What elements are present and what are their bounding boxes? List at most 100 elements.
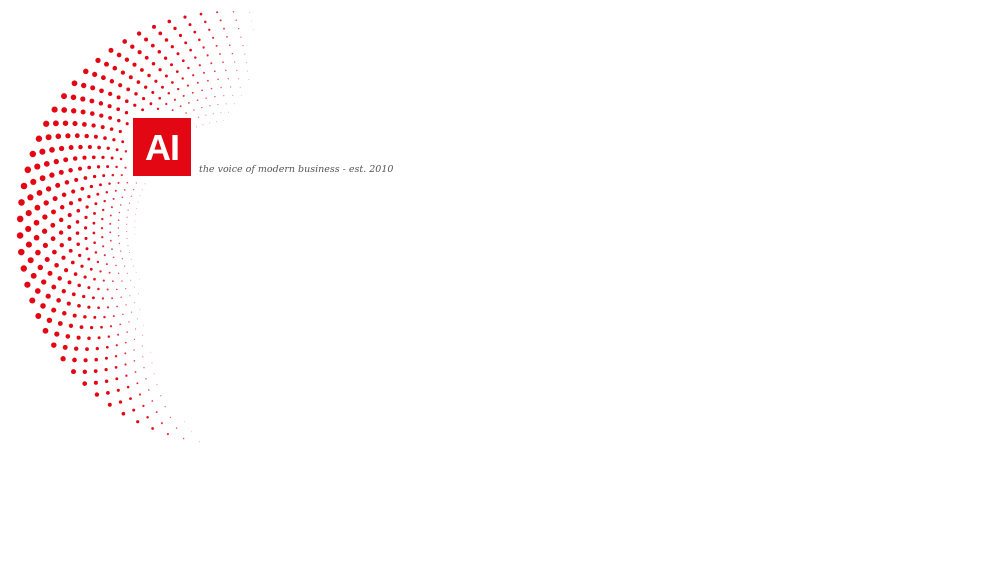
halftone-dot	[65, 334, 71, 339]
halftone-dot	[227, 78, 229, 80]
brand-tagline: the voice of modern business - est. 2010	[199, 164, 394, 175]
halftone-dot	[85, 205, 89, 209]
halftone-dot	[133, 360, 136, 362]
halftone-dot	[101, 297, 105, 300]
halftone-dot	[55, 133, 62, 140]
halftone-dot	[93, 134, 98, 139]
halftone-dot	[199, 12, 203, 16]
halftone-dot	[137, 293, 139, 295]
halftone-dot	[105, 263, 108, 266]
halftone-dot	[121, 411, 126, 416]
halftone-dot	[216, 121, 217, 123]
halftone-dot	[116, 95, 121, 100]
halftone-dot	[150, 351, 152, 353]
halftone-dot	[170, 63, 173, 67]
halftone-dot	[41, 279, 47, 285]
halftone-dot	[210, 62, 213, 65]
halftone-dot	[65, 133, 71, 139]
halftone-dot	[120, 296, 122, 299]
halftone-dot	[97, 336, 101, 340]
halftone-dot	[52, 196, 58, 202]
halftone-dot	[158, 96, 162, 100]
halftone-dot	[58, 169, 64, 175]
halftone-dot	[100, 125, 105, 130]
halftone-dot	[202, 124, 204, 126]
halftone-dot	[111, 297, 114, 300]
halftone-dot	[93, 315, 97, 319]
halftone-dot	[117, 219, 120, 221]
halftone-dot	[236, 69, 238, 72]
halftone-dot	[169, 416, 172, 419]
halftone-dot	[96, 165, 101, 169]
halftone-dot	[80, 109, 86, 115]
halftone-dot	[94, 251, 98, 254]
halftone-dot	[89, 325, 94, 330]
halftone-dot	[191, 91, 194, 94]
halftone-dot	[134, 92, 138, 96]
halftone-dot	[219, 19, 222, 22]
halftone-dot	[124, 57, 130, 62]
halftone-dot	[45, 186, 52, 192]
halftone-dot	[223, 95, 225, 97]
halftone-dot	[134, 371, 137, 373]
halftone-dot	[95, 346, 99, 351]
halftone-dot	[202, 46, 205, 49]
brand-logo[interactable]: AI	[133, 118, 191, 176]
halftone-dot	[178, 33, 183, 38]
halftone-dot	[56, 298, 61, 303]
halftone-dot	[87, 305, 91, 309]
halftone-dot	[228, 111, 229, 113]
halftone-dot	[166, 433, 169, 436]
halftone-dot	[124, 265, 126, 267]
halftone-dot	[158, 31, 163, 36]
halftone-dot	[193, 109, 195, 111]
halftone-dot	[164, 74, 168, 78]
halftone-dot	[223, 120, 224, 122]
halftone-dot	[87, 286, 91, 290]
halftone-dot	[198, 38, 201, 42]
halftone-dot	[204, 20, 207, 24]
halftone-dot	[90, 85, 96, 91]
halftone-dot	[101, 208, 105, 212]
halftone-dot	[130, 258, 132, 260]
halftone-dot	[138, 393, 142, 396]
halftone-dot	[42, 327, 49, 334]
halftone-dot	[186, 84, 189, 87]
halftone-dot	[238, 78, 240, 80]
halftone-dot	[92, 174, 97, 179]
halftone-dot	[82, 381, 88, 386]
halftone-dot	[164, 405, 166, 408]
halftone-dot	[46, 317, 53, 323]
halftone-dot	[104, 379, 109, 383]
halftone-dot	[99, 88, 104, 94]
halftone-dot	[126, 331, 128, 333]
halftone-dot	[62, 344, 68, 350]
halftone-dot	[127, 244, 129, 247]
halftone-dot	[89, 98, 95, 104]
halftone-dot	[132, 62, 137, 67]
halftone-dot	[110, 206, 113, 209]
halftone-dot	[33, 234, 40, 241]
halftone-dot	[112, 315, 115, 318]
halftone-dot	[35, 135, 43, 142]
halftone-dot	[85, 347, 89, 352]
halftone-dot	[97, 287, 100, 291]
halftone-dot	[62, 120, 69, 126]
halftone-dot	[34, 204, 41, 211]
halftone-dot	[93, 211, 96, 215]
halftone-dot	[93, 369, 98, 374]
halftone-dot	[129, 397, 132, 400]
halftone-dot	[124, 352, 127, 355]
halftone-dot	[61, 192, 67, 198]
halftone-dot	[34, 163, 41, 170]
halftone-dot	[151, 91, 155, 94]
halftone-dot	[29, 150, 37, 158]
halftone-dot	[118, 400, 123, 404]
halftone-dot	[72, 313, 77, 318]
halftone-dot	[170, 45, 174, 49]
halftone-dot	[77, 283, 81, 288]
halftone-dot	[145, 378, 147, 380]
halftone-dot	[126, 237, 128, 239]
halftone-dot	[176, 52, 180, 56]
